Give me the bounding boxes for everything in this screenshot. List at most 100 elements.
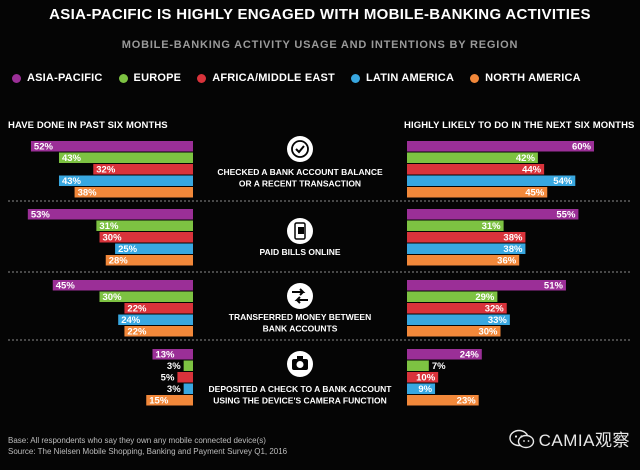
legend-label: ASIA-PACIFIC	[27, 72, 103, 84]
bar-past	[93, 164, 193, 175]
legend-item: AFRICA/MIDDLE EAST	[197, 72, 335, 84]
legend-item: LATIN AMERICA	[350, 72, 455, 84]
bar-next	[407, 209, 579, 220]
data-label-past: 22%	[127, 327, 147, 338]
data-label-past: 3%	[167, 384, 181, 395]
bar-next	[407, 243, 526, 254]
legend-swatch	[350, 73, 360, 83]
camera-top	[297, 356, 303, 360]
legend-swatch	[12, 73, 21, 83]
legend-label: NORTH AMERICA	[485, 72, 581, 84]
data-label-next: 24%	[460, 350, 480, 361]
data-label-next: 7%	[432, 361, 446, 372]
bar-next	[407, 383, 436, 394]
data-label-next: 9%	[418, 384, 432, 395]
legend-label: AFRICA/MIDDLE EAST	[212, 72, 335, 84]
legend-swatch	[197, 73, 207, 83]
bar-next	[407, 232, 526, 243]
data-label-next: 30%	[478, 327, 498, 338]
bar-past	[58, 152, 193, 163]
brand-text: CAMIA观察	[538, 431, 630, 450]
data-label-next: 36%	[497, 256, 517, 267]
bar-next	[407, 303, 507, 314]
data-label-past: 45%	[56, 281, 76, 292]
data-label-past: 32%	[96, 165, 116, 176]
bar-past	[115, 243, 193, 254]
legend-label: LATIN AMERICA	[365, 72, 455, 84]
bar-past	[118, 314, 193, 325]
bar-past	[146, 395, 193, 406]
bar-next	[407, 175, 576, 186]
bar-past	[152, 349, 193, 360]
bill-paper	[298, 227, 304, 234]
bar-past	[105, 255, 193, 266]
legend-item: EUROPE	[118, 72, 182, 84]
footnote-base: Base: All respondents who say they own a…	[8, 436, 266, 445]
data-label-past: 31%	[99, 221, 119, 232]
category-label: PAID BILLS ONLINE	[259, 247, 340, 257]
data-label-next: 23%	[457, 396, 477, 407]
data-label-past: 43%	[62, 176, 82, 187]
bar-next	[407, 141, 594, 152]
data-label-next: 32%	[485, 304, 505, 315]
data-label-next: 42%	[516, 153, 536, 164]
legend-item: NORTH AMERICA	[470, 72, 581, 84]
data-label-past: 25%	[118, 244, 138, 255]
bar-past	[99, 232, 193, 243]
wechat-logo-icon	[508, 429, 534, 448]
category-label: DEPOSITED A CHECK TO A BANK ACCOUNT	[209, 384, 393, 394]
bar-past	[99, 291, 193, 302]
bar-past	[177, 372, 193, 383]
bar-next	[407, 395, 479, 406]
data-label-past: 38%	[78, 188, 98, 199]
right-panel-title: HIGHLY LIKELY TO DO IN THE NEXT SIX MONT…	[404, 120, 635, 131]
legend-swatch	[118, 73, 128, 83]
bar-past	[52, 280, 193, 291]
chart-subtitle: MOBILE-BANKING ACTIVITY USAGE AND INTENT…	[121, 39, 519, 51]
category-label: USING THE DEVICE'S CAMERA FUNCTION	[213, 396, 387, 406]
data-label-next: 54%	[553, 176, 573, 187]
data-label-next: 51%	[544, 281, 564, 292]
bar-next	[407, 372, 439, 383]
transfer-arrows-icon	[287, 283, 313, 309]
data-label-next: 33%	[488, 315, 508, 326]
data-label-next: 38%	[503, 233, 523, 244]
category-label: BANK ACCOUNTS	[263, 324, 338, 334]
checkmark-icon	[287, 136, 313, 162]
bar-past	[124, 303, 193, 314]
data-label-past: 15%	[149, 396, 169, 407]
chart-title: ASIA-PACIFIC IS HIGHLY ENGAGED WITH MOBI…	[49, 6, 591, 23]
data-label-past: 43%	[62, 153, 82, 164]
data-label-past: 52%	[34, 142, 54, 153]
bar-next	[407, 360, 429, 371]
category-label: TRANSFERRED MONEY BETWEEN	[229, 312, 371, 322]
bar-past	[183, 360, 193, 371]
bar-past	[58, 175, 193, 186]
legend-swatch	[470, 73, 480, 83]
data-label-next: 55%	[556, 210, 576, 221]
category-label: OR A RECENT TRANSACTION	[239, 179, 361, 189]
category-label: CHECKED A BANK ACCOUNT BALANCE	[217, 167, 383, 177]
data-label-next: 31%	[482, 221, 502, 232]
bar-past	[30, 141, 193, 152]
data-label-past: 5%	[161, 373, 175, 384]
arrow-left	[294, 296, 308, 304]
data-label-next: 60%	[572, 142, 592, 153]
bar-next	[407, 164, 545, 175]
data-label-past: 53%	[31, 210, 51, 221]
bar-next	[407, 326, 501, 337]
bar-next	[407, 152, 538, 163]
data-label-next: 44%	[522, 165, 542, 176]
bar-next	[407, 291, 498, 302]
data-label-next: 38%	[503, 244, 523, 255]
bar-next	[407, 255, 520, 266]
bar-next	[407, 314, 510, 325]
bar-next	[407, 349, 482, 360]
bar-past	[96, 220, 193, 231]
data-label-past: 3%	[167, 361, 181, 372]
legend-label: EUROPE	[133, 72, 182, 84]
bar-next	[407, 187, 548, 198]
checkmark-stroke	[295, 145, 305, 154]
camera-lens	[296, 361, 304, 368]
